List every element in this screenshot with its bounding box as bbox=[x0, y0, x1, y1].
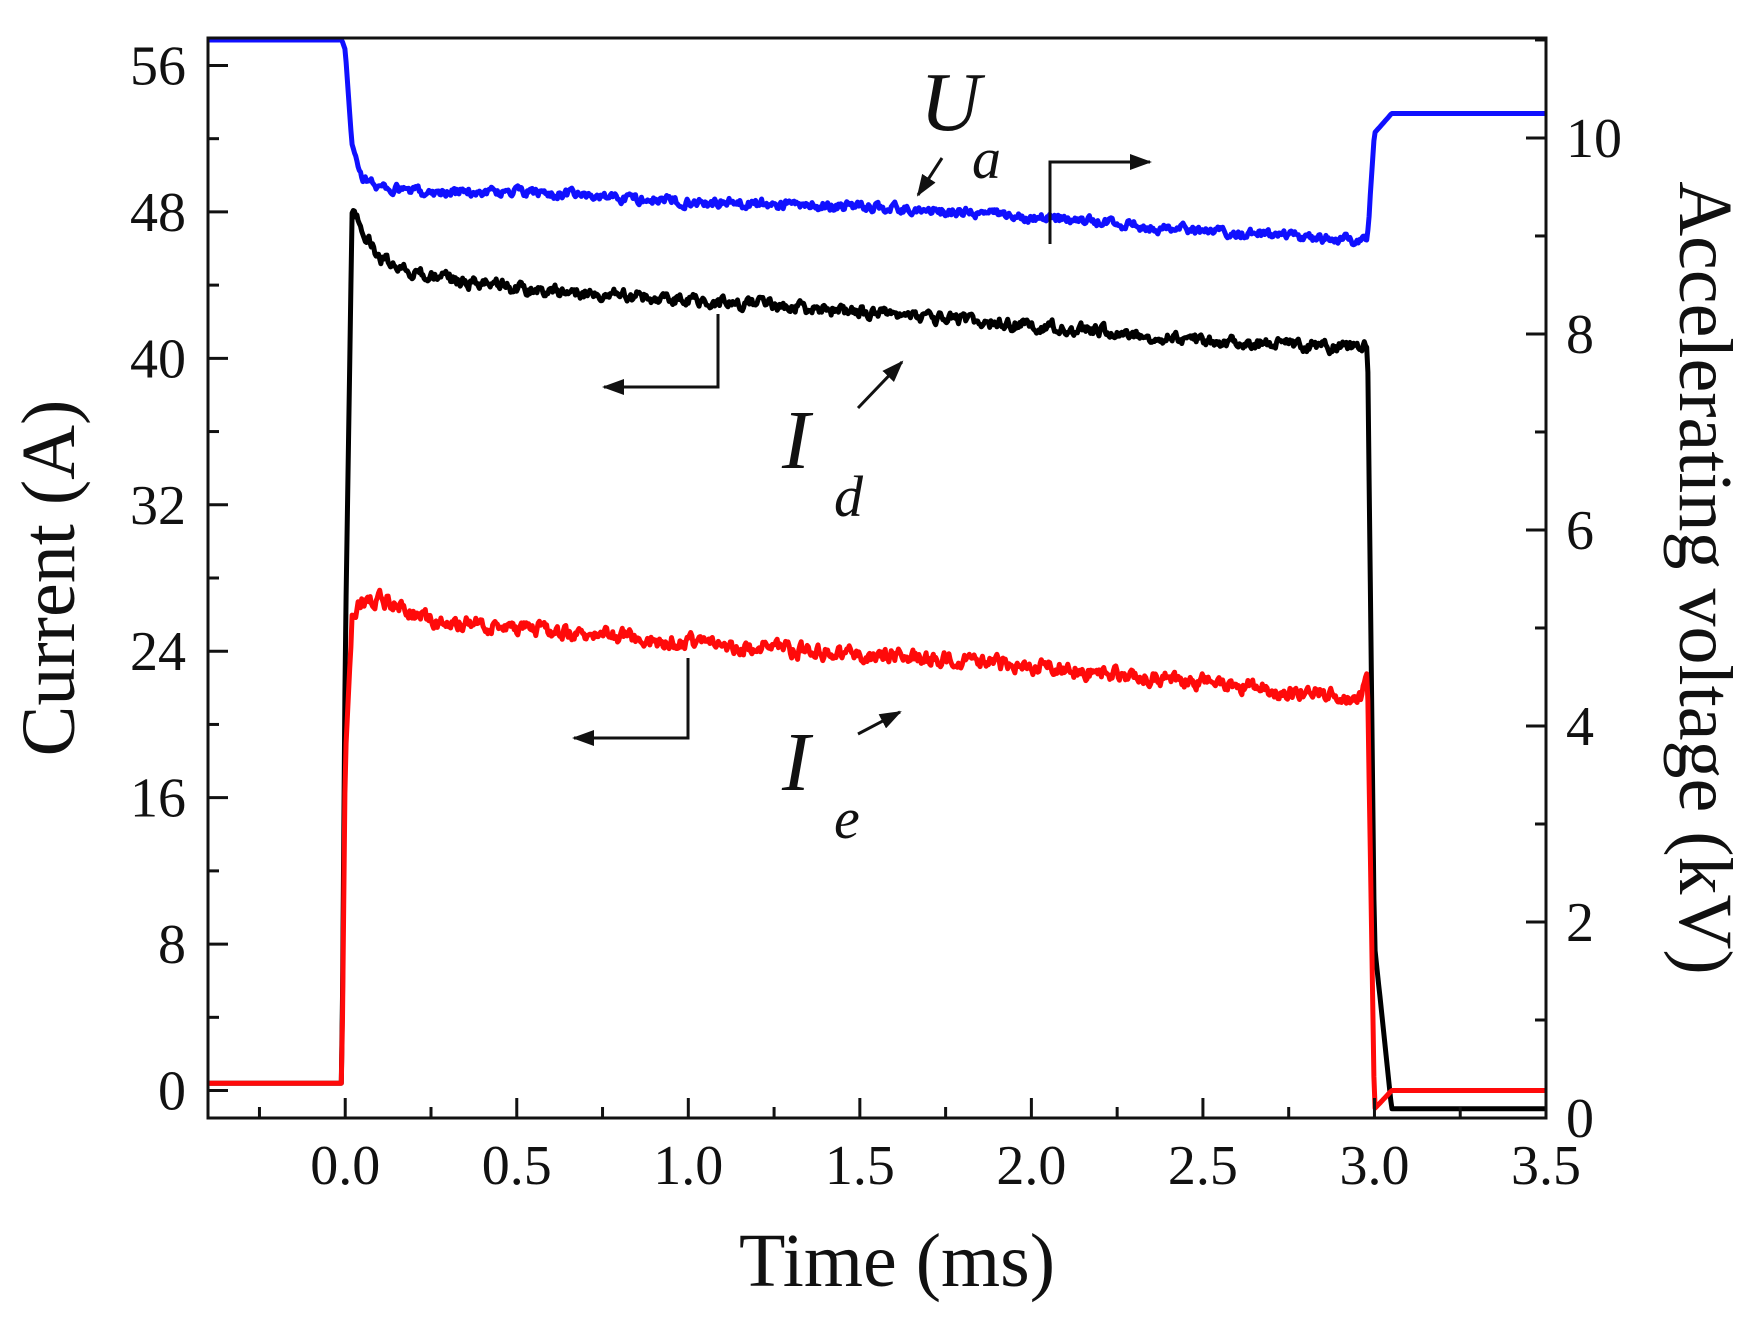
id-pointer-arrow bbox=[856, 360, 904, 410]
curve-label-subscript: e bbox=[834, 786, 860, 851]
x-tick-label: 2.5 bbox=[1168, 1135, 1238, 1197]
y-left-tick-label: 0 bbox=[158, 1061, 186, 1123]
y-left-tick-label: 56 bbox=[130, 35, 186, 97]
ua-pointer-arrow bbox=[916, 157, 944, 197]
curve-label-u-a: Ua bbox=[920, 56, 1001, 191]
ie-axis-arrow bbox=[572, 658, 690, 746]
series-line-u-a bbox=[206, 37, 1547, 248]
ie-pointer-arrow bbox=[857, 710, 902, 736]
y-left-tick-label: 24 bbox=[130, 621, 186, 683]
y-left-tick-label: 32 bbox=[130, 475, 186, 537]
x-tick-label: 3.0 bbox=[1339, 1135, 1409, 1197]
y-right-tick-label: 4 bbox=[1566, 696, 1594, 758]
x-tick-label: 0.5 bbox=[482, 1135, 552, 1197]
y-left-tick-label: 40 bbox=[130, 328, 186, 390]
label-layer: 0.0 0.5 1.0 1.5 2.0 2.5 3.0 3.50816243240485602… bbox=[7, 35, 1747, 1303]
y-right-tick-label: 0 bbox=[1566, 1088, 1594, 1150]
x-tick-label: 0.0 bbox=[310, 1135, 380, 1197]
id-axis-arrow bbox=[602, 314, 720, 395]
y-right-tick-label: 8 bbox=[1566, 304, 1594, 366]
x-tick-label: 3.5 bbox=[1511, 1135, 1581, 1197]
y-right-tick-label: 10 bbox=[1566, 108, 1622, 170]
y-left-tick-label: 16 bbox=[130, 768, 186, 830]
y-left-tick-label: 48 bbox=[130, 182, 186, 244]
axes-layer bbox=[206, 36, 1548, 1120]
y-right-tick-label: 2 bbox=[1566, 892, 1594, 954]
ua-axis-arrow bbox=[1048, 154, 1152, 244]
x-tick-label: 2.0 bbox=[996, 1135, 1066, 1197]
x-axis-title: Time (ms) bbox=[739, 1219, 1055, 1303]
curve-label-i-e: Ie bbox=[781, 716, 860, 851]
curve-label-letter: I bbox=[781, 716, 814, 809]
y-left-axis-title: Current (A) bbox=[7, 400, 91, 757]
y-left-tick-label: 8 bbox=[158, 914, 186, 976]
x-tick-label: 1.5 bbox=[825, 1135, 895, 1197]
series-line-i-d bbox=[206, 208, 1547, 1112]
curve-label-subscript: a bbox=[972, 126, 1001, 191]
series-line-i-e bbox=[206, 587, 1547, 1111]
series-layer bbox=[206, 37, 1547, 1112]
curve-label-letter: I bbox=[781, 394, 814, 487]
curve-label-i-d: Id bbox=[781, 394, 864, 529]
curve-label-letter: U bbox=[920, 56, 986, 149]
x-tick-label: 1.0 bbox=[653, 1135, 723, 1197]
y-right-tick-label: 6 bbox=[1566, 500, 1594, 562]
plot-frame bbox=[206, 36, 1548, 1120]
curve-label-subscript: d bbox=[834, 464, 864, 529]
y-right-axis-title: Accelerating voltage (kV) bbox=[1663, 181, 1747, 974]
